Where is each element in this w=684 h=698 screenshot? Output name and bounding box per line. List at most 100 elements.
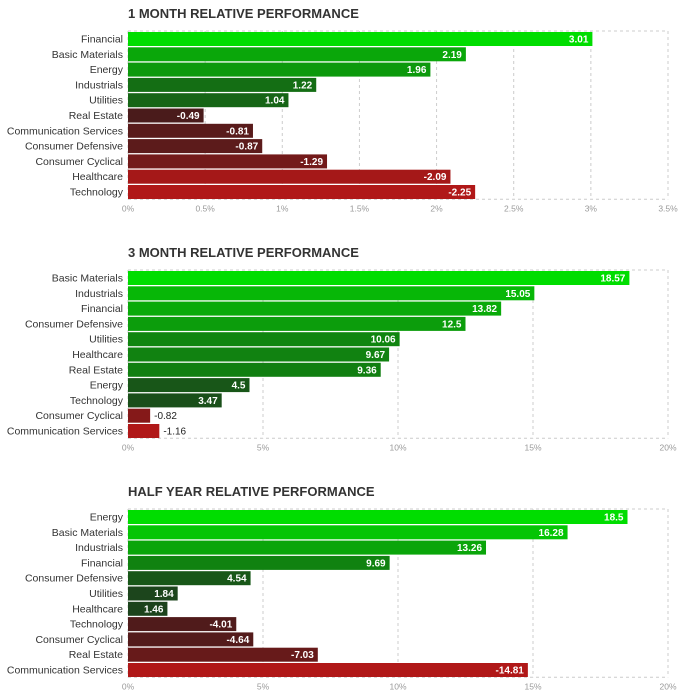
category-label: Industrials bbox=[75, 542, 123, 554]
category-label: Consumer Cyclical bbox=[35, 410, 123, 422]
category-label: Real Estate bbox=[69, 364, 123, 376]
category-label: Consumer Cyclical bbox=[35, 156, 123, 168]
chart-panel-3m: 3 MONTH RELATIVE PERFORMANCE 0% 5% 10% 15% 2… bbox=[0, 245, 684, 467]
category-label: Energy bbox=[90, 380, 124, 392]
data-label: -2.25 bbox=[448, 188, 471, 199]
data-label: -1.16 bbox=[163, 427, 186, 438]
chart-title-3m: 3 MONTH RELATIVE PERFORMANCE bbox=[128, 245, 359, 260]
bar bbox=[128, 301, 502, 316]
bar bbox=[128, 663, 528, 677]
category-label: Consumer Defensive bbox=[25, 573, 123, 585]
category-label: Healthcare bbox=[72, 171, 123, 183]
chart-1m: 0% 0.5% 1% 1.5% 2% 2.5% 3% 3.5% Financial 3.01 Bas… bbox=[7, 30, 678, 213]
category-label: Communication Services bbox=[7, 125, 123, 137]
tick-label: 2% bbox=[430, 203, 443, 213]
category-label: Energy bbox=[90, 64, 124, 76]
data-label: 1.04 bbox=[265, 96, 285, 107]
data-label: 3.47 bbox=[198, 396, 218, 407]
data-label: -0.49 bbox=[177, 111, 200, 122]
category-label: Real Estate bbox=[69, 110, 123, 122]
bar bbox=[128, 139, 263, 154]
category-label: Real Estate bbox=[69, 649, 123, 661]
data-label: 4.5 bbox=[232, 381, 246, 392]
category-label: Utilities bbox=[89, 334, 123, 346]
category-label: Utilities bbox=[89, 588, 123, 600]
data-label: 16.28 bbox=[539, 528, 564, 539]
data-label: 3.01 bbox=[569, 35, 589, 46]
data-label: 1.22 bbox=[293, 80, 313, 91]
data-label: 9.36 bbox=[357, 365, 377, 376]
category-label: Consumer Defensive bbox=[25, 318, 123, 330]
tick-label: 0% bbox=[122, 442, 135, 452]
bar bbox=[128, 378, 250, 393]
data-label: -4.01 bbox=[209, 620, 232, 631]
tick-label: 5% bbox=[257, 442, 270, 452]
tick-label: 20% bbox=[659, 442, 676, 452]
tick-label: 3.5% bbox=[658, 203, 678, 213]
chart-title-1m: 1 MONTH RELATIVE PERFORMANCE bbox=[128, 6, 359, 21]
bar bbox=[128, 408, 151, 423]
tick-label: 0% bbox=[122, 203, 135, 213]
tick-label: 5% bbox=[257, 681, 270, 691]
category-label: Technology bbox=[70, 187, 124, 199]
data-label: -0.87 bbox=[235, 142, 258, 153]
data-label: -0.81 bbox=[226, 126, 249, 137]
data-label: 2.19 bbox=[442, 50, 462, 61]
category-label: Communication Services bbox=[7, 665, 123, 677]
data-label: 1.96 bbox=[407, 65, 427, 76]
bar bbox=[128, 271, 630, 285]
tick-label: 10% bbox=[389, 442, 406, 452]
data-label: 18.5 bbox=[604, 513, 624, 524]
category-label: Consumer Cyclical bbox=[35, 634, 123, 646]
bar bbox=[128, 362, 381, 377]
tick-label: 2.5% bbox=[504, 203, 524, 213]
data-label: 12.5 bbox=[442, 319, 462, 330]
tick-label: 0% bbox=[122, 681, 135, 691]
data-label: 9.69 bbox=[366, 558, 386, 569]
tick-label: 0.5% bbox=[195, 203, 215, 213]
data-label: 13.26 bbox=[457, 543, 482, 554]
data-label: 4.54 bbox=[227, 574, 247, 585]
data-label: 18.57 bbox=[600, 274, 625, 285]
category-label: Healthcare bbox=[72, 349, 123, 361]
data-label: 1.84 bbox=[154, 589, 174, 600]
bar bbox=[128, 510, 628, 524]
chart-6m: 0% 5% 10% 15% 20% Energy 18.5 Basic Materials 16… bbox=[7, 508, 677, 691]
chart-panel-6m: HALF YEAR RELATIVE PERFORMANCE 0% 5% 10% 15… bbox=[0, 484, 684, 698]
tick-label: 10% bbox=[389, 681, 406, 691]
category-label: Basic Materials bbox=[52, 273, 123, 285]
category-label: Healthcare bbox=[72, 603, 123, 615]
bar bbox=[128, 93, 289, 108]
category-label: Basic Materials bbox=[52, 49, 123, 61]
tick-label: 15% bbox=[524, 681, 541, 691]
category-label: Financial bbox=[81, 303, 123, 315]
bar bbox=[128, 586, 178, 601]
bar bbox=[128, 123, 253, 138]
bar bbox=[128, 32, 593, 46]
category-label: Energy bbox=[90, 512, 124, 524]
tick-label: 3% bbox=[585, 203, 598, 213]
bar bbox=[128, 77, 317, 92]
data-label: -1.29 bbox=[300, 157, 323, 168]
category-label: Communication Services bbox=[7, 426, 123, 438]
bar bbox=[128, 286, 535, 301]
data-label: -7.03 bbox=[291, 650, 314, 661]
category-label: Utilities bbox=[89, 95, 123, 107]
data-label: -14.81 bbox=[496, 666, 525, 677]
bar bbox=[128, 62, 431, 77]
bar bbox=[128, 617, 237, 632]
category-label: Technology bbox=[70, 619, 124, 631]
bar bbox=[128, 571, 251, 586]
data-label: 1.46 bbox=[144, 604, 164, 615]
category-label: Industrials bbox=[75, 288, 123, 300]
bar bbox=[128, 316, 466, 331]
bar bbox=[128, 347, 390, 362]
tick-label: 1.5% bbox=[350, 203, 370, 213]
tick-label: 1% bbox=[276, 203, 289, 213]
tick-label: 15% bbox=[524, 442, 541, 452]
bar bbox=[128, 185, 476, 199]
bar bbox=[128, 108, 204, 123]
data-label: -2.09 bbox=[424, 172, 447, 183]
bar bbox=[128, 632, 254, 647]
category-label: Technology bbox=[70, 395, 124, 407]
